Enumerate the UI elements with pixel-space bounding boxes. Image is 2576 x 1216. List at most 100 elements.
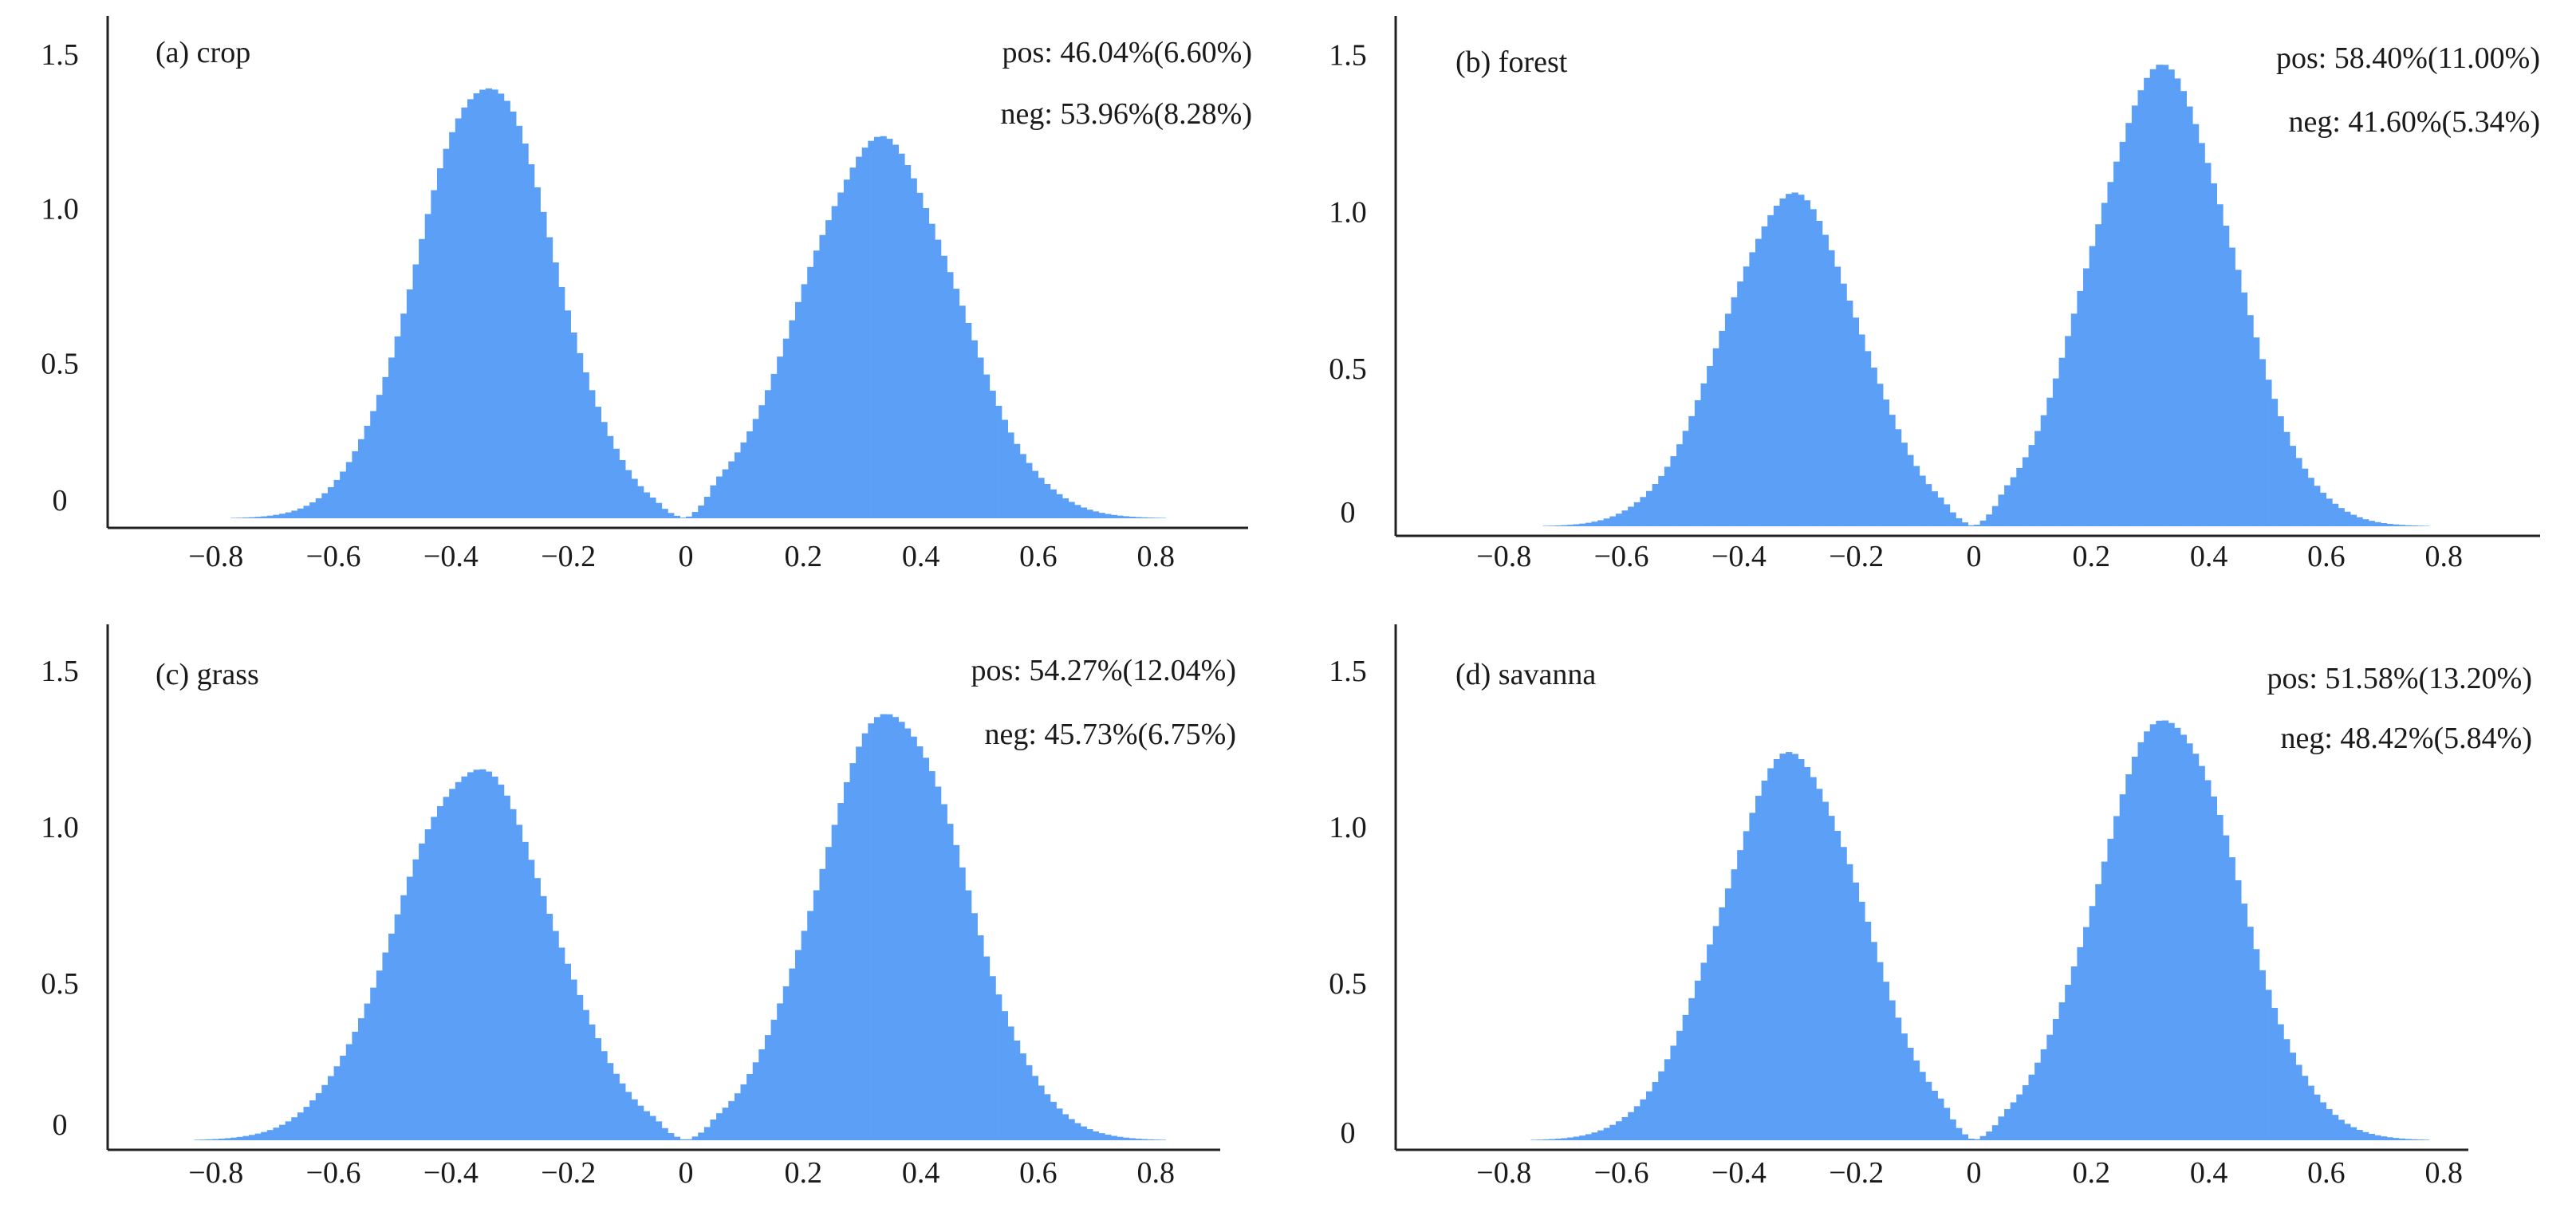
histogram-bar — [1956, 517, 1963, 526]
histogram-bar — [1080, 1126, 1087, 1140]
histogram-bar — [1852, 882, 1859, 1140]
x-tick-label: 0.8 — [1136, 540, 1175, 573]
x-tick-label: −0.6 — [306, 1156, 361, 1190]
histogram-bar — [1974, 1139, 1981, 1140]
histogram-bar — [813, 890, 821, 1140]
chart-svg: −0.8 −0.6 −0.4 −0.2 0 0.2 0.4 0.6 0.8 0 0.5 1.0 1.5 (… — [1329, 624, 2532, 1190]
histogram-bar — [236, 1136, 243, 1140]
histogram-bar — [1803, 200, 1811, 526]
histogram-bar — [2398, 525, 2405, 526]
histogram-bar — [2034, 1062, 2042, 1140]
histogram-bar — [795, 301, 802, 518]
histogram-bar — [789, 968, 796, 1140]
histogram-bar — [273, 514, 280, 518]
histogram-bar — [1050, 489, 1057, 518]
histogram-bar — [522, 144, 529, 518]
x-tick-label: 0.4 — [902, 540, 940, 573]
histogram-bar — [886, 714, 893, 1140]
histogram-bar — [1098, 1133, 1105, 1140]
histogram-bar — [1870, 367, 1877, 526]
histogram-bar — [1961, 1134, 1968, 1140]
histogram-bar — [607, 435, 614, 518]
histogram-bar — [1640, 1099, 1647, 1140]
histogram-bar — [2247, 927, 2254, 1140]
histogram-bar — [631, 1099, 638, 1140]
histogram-bar — [637, 1105, 644, 1140]
histogram-bar — [2137, 742, 2145, 1140]
histogram-bar — [655, 1121, 663, 1140]
histogram-bar — [273, 1127, 280, 1140]
histogram-bar — [965, 890, 972, 1140]
histogram-bar — [886, 139, 893, 518]
histogram-bar — [1840, 847, 1847, 1140]
chart-title: (b) forest — [1455, 45, 1568, 79]
histogram-bar — [965, 323, 972, 518]
histogram-bar — [2192, 754, 2200, 1140]
x-tick-label: 0 — [679, 540, 694, 573]
histogram-bar — [1724, 888, 1732, 1140]
histogram-bar — [1561, 1138, 1568, 1140]
histogram-bar — [309, 1100, 317, 1140]
histogram-bar — [1038, 478, 1045, 518]
histogram-bar — [1123, 516, 1130, 518]
histogram-bar — [534, 187, 541, 518]
histogram-bar — [831, 824, 838, 1140]
histogram-bar — [1956, 1127, 1963, 1140]
histogram-bar — [2405, 525, 2412, 526]
histogram-bar — [577, 994, 584, 1140]
histogram-bar — [1554, 1139, 1562, 1140]
histogram-bar — [2271, 1007, 2279, 1140]
histogram-bar — [1907, 455, 1914, 526]
histogram-bar — [1652, 484, 1659, 526]
histogram-bar — [1658, 1071, 1665, 1140]
x-tick-label: −0.8 — [188, 540, 243, 573]
histogram-bar — [1019, 454, 1026, 518]
histogram-bar — [819, 868, 826, 1140]
histogram-bar — [2405, 1139, 2412, 1140]
histogram-bar — [552, 931, 559, 1140]
histogram-bar — [2368, 521, 2375, 526]
histogram-bar — [673, 1136, 680, 1140]
histogram-bar — [1900, 1033, 1908, 1140]
histogram-bar — [261, 1131, 268, 1140]
histogram-bar — [412, 859, 419, 1140]
histogram-bar — [612, 1073, 620, 1140]
pos-annotation: pos: 54.27%(12.04%) — [971, 654, 1236, 687]
histogram-bar — [612, 448, 620, 518]
histogram-bar — [1900, 443, 1908, 526]
histogram-bar — [564, 310, 571, 518]
histogram-bar — [959, 305, 966, 518]
chart-panel-forest: −0.8 −0.6 −0.4 −0.2 0 0.2 0.4 0.6 0.8 0 0.5 1.0 1.5 (… — [1288, 0, 2576, 608]
histogram-bar — [2089, 246, 2096, 526]
histogram-bar — [1086, 1129, 1093, 1140]
histogram-bar — [1056, 1108, 1063, 1140]
histogram-bars — [1542, 65, 2430, 527]
x-tick-label: 0.8 — [2424, 540, 2463, 573]
histogram-bar — [995, 405, 1002, 518]
histogram-bar — [540, 211, 547, 518]
histogram-bar — [1912, 1061, 1920, 1140]
histogram-bar — [710, 485, 717, 518]
histogram-bar — [1676, 1030, 1684, 1140]
histogram-bar — [1712, 926, 1719, 1140]
histogram-bar — [345, 1044, 353, 1140]
histogram-bar — [1542, 1139, 1550, 1140]
histogram-bar — [1779, 198, 1786, 526]
histogram-bar — [2010, 477, 2017, 526]
histogram-bar — [1967, 525, 1975, 526]
histogram-bar — [1044, 483, 1051, 518]
histogram-bar — [528, 860, 535, 1140]
histogram-bar — [1991, 506, 1999, 526]
x-tick-label: 0.6 — [1019, 1156, 1058, 1190]
histogram-bar — [1882, 982, 1890, 1140]
histogram-bar — [686, 516, 693, 518]
y-tick-label: 1.5 — [41, 655, 79, 688]
histogram-bar — [2393, 1138, 2400, 1140]
histogram-bar — [1828, 250, 1835, 526]
histogram-bar — [2065, 336, 2072, 526]
histogram-bar — [1007, 1026, 1014, 1140]
histogram-bar — [1719, 330, 1726, 526]
histogram-bar — [1110, 1135, 1117, 1140]
histogram-bar — [2332, 503, 2339, 526]
histogram-bar — [400, 895, 408, 1140]
